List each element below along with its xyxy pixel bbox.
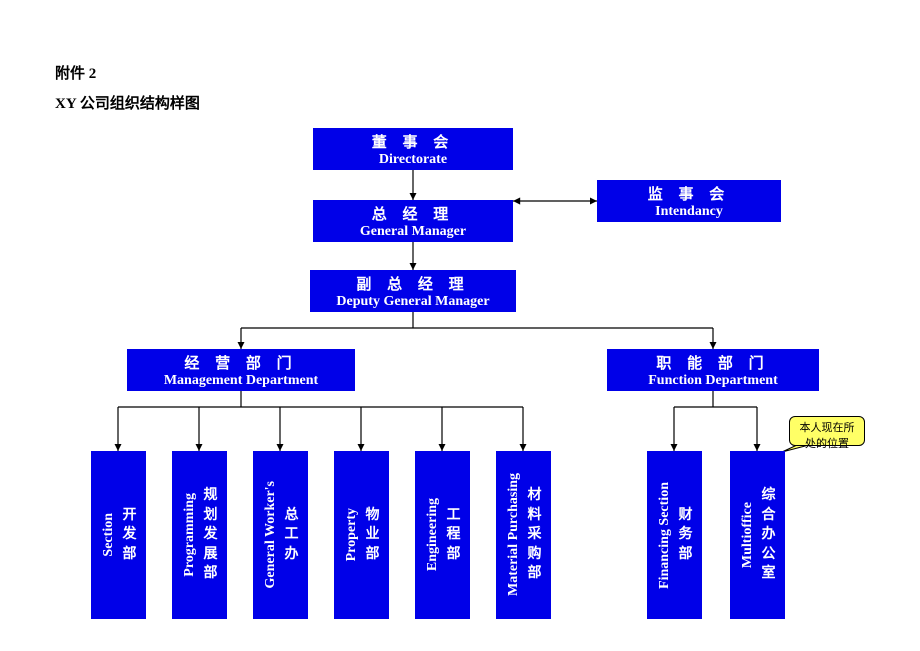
leaf-node: Engineering 工程部: [415, 451, 470, 619]
leaf-cn: 材料采购部: [528, 486, 542, 584]
node-func-en: Function Department: [648, 373, 778, 389]
leaf-cn: 总工办: [285, 506, 299, 565]
node-intendancy-en: Intendancy: [655, 204, 723, 220]
node-mgmt-cn: 经 营 部 门: [184, 352, 297, 373]
leaf-node: Material Purchasing 材料采购部: [496, 451, 551, 619]
leaf-en: Programming: [182, 493, 198, 577]
leaf-en: Financing Section: [657, 482, 673, 589]
node-gm-cn: 总 经 理: [372, 203, 455, 224]
node-intendancy: 监 事 会 Intendancy: [597, 180, 781, 222]
callout-line2: 处的位置: [794, 435, 860, 451]
leaf-cn: 规划发展部: [204, 486, 218, 584]
node-intendancy-cn: 监 事 会: [648, 183, 731, 204]
leaf-node: Multioffice 综合办公室: [730, 451, 785, 619]
leaf-node: General Worker's 总工办: [253, 451, 308, 619]
leaf-cn: 财务部: [679, 506, 693, 565]
leaf-node: Programming 规划发展部: [172, 451, 227, 619]
leaf-cn: 综合办公室: [762, 486, 776, 584]
node-mgmt-en: Management Department: [164, 373, 318, 389]
node-general-manager: 总 经 理 General Manager: [313, 200, 513, 242]
leaf-cn: 物业部: [366, 506, 380, 565]
node-func-cn: 职 能 部 门: [656, 352, 769, 373]
page-title: XY 公司组织结构样图: [55, 92, 200, 113]
org-chart-stage: 附件 2 XY 公司组织结构样图 董 事 会 Directorate 监 事 会…: [0, 0, 920, 651]
leaf-en: Material Purchasing: [506, 473, 522, 596]
leaf-node: Property 物业部: [334, 451, 389, 619]
leaf-en: Engineering: [425, 498, 441, 571]
leaf-en: Multioffice: [740, 502, 756, 568]
node-deputy-gm: 副 总 经 理 Deputy General Manager: [310, 270, 516, 312]
node-directorate-cn: 董 事 会: [372, 131, 455, 152]
attachment-label: 附件 2: [55, 62, 96, 83]
node-gm-en: General Manager: [360, 224, 466, 240]
node-func-dept: 职 能 部 门 Function Department: [607, 349, 819, 391]
callout-line1: 本人现在所: [794, 419, 860, 435]
node-dgm-en: Deputy General Manager: [336, 294, 489, 310]
leaf-en: Property: [344, 508, 360, 561]
node-directorate-en: Directorate: [379, 152, 447, 168]
leaf-en: General Worker's: [263, 481, 279, 588]
node-dgm-cn: 副 总 经 理: [356, 273, 469, 294]
leaf-cn: 开发部: [123, 506, 137, 565]
leaf-cn: 工程部: [447, 506, 461, 565]
leaf-node: Financing Section 财务部: [647, 451, 702, 619]
leaf-node: Section 开发部: [91, 451, 146, 619]
leaf-en: Section: [101, 513, 117, 557]
callout-current-position: 本人现在所 处的位置: [789, 416, 865, 446]
node-directorate: 董 事 会 Directorate: [313, 128, 513, 170]
node-mgmt-dept: 经 营 部 门 Management Department: [127, 349, 355, 391]
